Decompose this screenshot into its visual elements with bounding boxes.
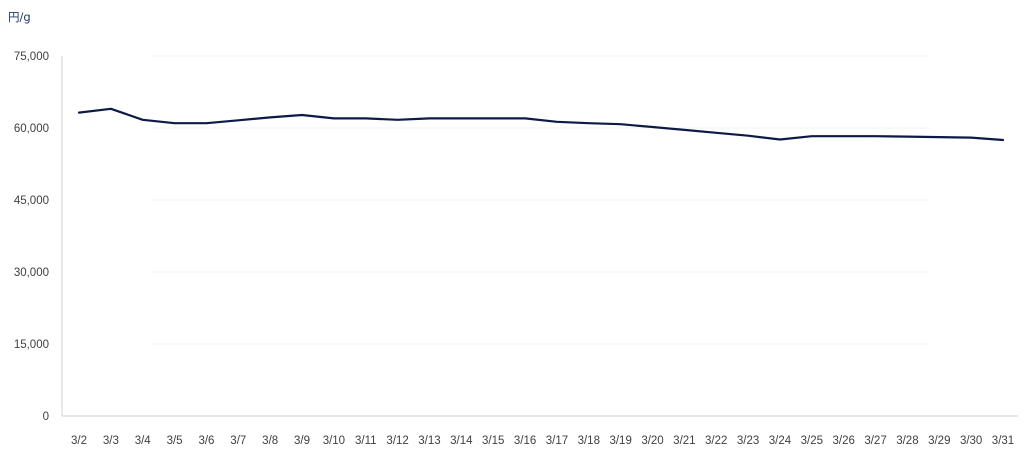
x-tick-label: 3/21 — [673, 435, 695, 447]
x-tick-label: 3/23 — [737, 435, 759, 447]
x-tick-label: 3/24 — [769, 435, 792, 447]
series-layer — [77, 107, 1005, 142]
x-tick-labels: 3/2 3/3 3/4 3/5 3/6 3/7 3/8 3/9 3/10 3/11 3/12 3/13… — [71, 435, 1014, 447]
x-tick-label: 3/7 — [230, 435, 246, 447]
x-tick-label: 3/20 — [641, 435, 663, 447]
x-tick-label: 3/28 — [896, 435, 918, 447]
y-tick-label: 75,000 — [14, 51, 49, 63]
x-tick-label: 3/27 — [864, 435, 886, 447]
x-tick-label: 3/25 — [801, 435, 823, 447]
gridlines — [152, 55, 928, 345]
series-line — [77, 107, 1005, 142]
x-tick-label: 3/26 — [832, 435, 854, 447]
y-tick-label: 15,000 — [14, 339, 49, 351]
x-tick-label: 3/22 — [705, 435, 727, 447]
x-tick-label: 3/11 — [355, 435, 377, 447]
x-tick-label: 3/16 — [514, 435, 536, 447]
y-tick-label: 45,000 — [14, 195, 49, 207]
y-tick-label: 30,000 — [14, 267, 49, 279]
x-tick-label: 3/12 — [386, 435, 408, 447]
x-tick-label: 3/5 — [167, 435, 183, 447]
y-tick-labels: 0 15,000 30,000 45,000 60,000 75,000 — [14, 51, 49, 423]
x-tick-label: 3/2 — [71, 435, 87, 447]
x-tick-label: 3/6 — [198, 435, 214, 447]
y-tick-label: 60,000 — [14, 123, 49, 135]
x-tick-label: 3/31 — [992, 435, 1014, 447]
x-tick-label: 3/17 — [546, 435, 568, 447]
axes — [61, 56, 1018, 417]
x-tick-label: 3/19 — [609, 435, 631, 447]
x-tick-label: 3/29 — [928, 435, 950, 447]
x-tick-label: 3/13 — [418, 435, 440, 447]
x-tick-label: 3/4 — [135, 435, 152, 447]
x-tick-label: 3/3 — [103, 435, 119, 447]
y-tick-label: 0 — [43, 411, 49, 423]
x-tick-label: 3/15 — [482, 435, 504, 447]
x-tick-label: 3/14 — [450, 435, 473, 447]
x-tick-label: 3/10 — [323, 435, 345, 447]
y-axis-unit-label: 円/g — [8, 10, 31, 24]
x-tick-label: 3/18 — [578, 435, 600, 447]
x-tick-label: 3/9 — [294, 435, 310, 447]
x-tick-label: 3/30 — [960, 435, 982, 447]
x-tick-label: 3/8 — [262, 435, 278, 447]
